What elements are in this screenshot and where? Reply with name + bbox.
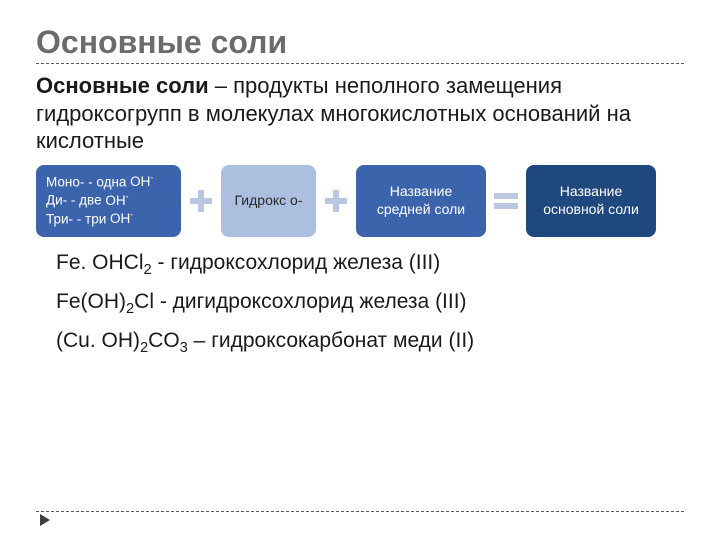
- prefix-l3: Три- - три: [46, 211, 110, 226]
- footer-divider: [36, 511, 684, 512]
- slide-title: Основные соли: [36, 24, 684, 64]
- hydroxo-box: Гидрокс о-: [221, 165, 316, 237]
- ex1-f: Fe. OHCl: [56, 251, 144, 274]
- plus-icon: [322, 187, 350, 215]
- prefix-oh2: OH: [105, 193, 125, 208]
- corner-icon: [40, 514, 50, 526]
- ex1-s1: 2: [144, 262, 152, 278]
- ex2-f: Fe(OH): [56, 290, 126, 313]
- equals-icon: [492, 190, 520, 212]
- ex3-m: CO: [148, 329, 180, 352]
- definition-text: Основные соли – продукты неполного замещ…: [36, 72, 684, 155]
- ex3-f: (Cu. OH): [56, 329, 140, 352]
- definition-bold: Основные соли: [36, 73, 209, 98]
- ex3-s1: 2: [140, 340, 148, 356]
- prefix-sup3: -: [130, 210, 133, 220]
- ex3-r: – гидроксокарбонат меди (II): [188, 329, 474, 352]
- ex3-s2: 3: [180, 340, 188, 356]
- result-box: Название основной соли: [526, 165, 656, 237]
- prefix-box: Моно- - одна OH- Ди- - две OH- Три- - тр…: [36, 165, 181, 237]
- ex2-s1: 2: [126, 301, 134, 317]
- plus-icon: [187, 187, 215, 215]
- ex2-r: Cl - дигидроксохлорид железа (III): [134, 290, 466, 313]
- example-2: Fe(OH)2Cl - дигидроксохлорид железа (III…: [56, 288, 684, 319]
- prefix-l1: Моно- - одна: [46, 174, 130, 189]
- prefix-l2: Ди- - две: [46, 193, 105, 208]
- naming-flow: Моно- - одна OH- Ди- - две OH- Три- - тр…: [36, 165, 684, 237]
- examples: Fe. OHCl2 - гидроксохлорид железа (III) …: [36, 249, 684, 359]
- example-3: (Cu. OH)2CO3 – гидроксокарбонат меди (II…: [56, 327, 684, 358]
- prefix-oh3: OH: [110, 211, 130, 226]
- prefix-oh1: OH: [130, 174, 150, 189]
- prefix-sup2: -: [126, 191, 129, 201]
- ex1-r: - гидроксохлорид железа (III): [152, 251, 441, 274]
- middle-salt-box: Название средней соли: [356, 165, 486, 237]
- example-1: Fe. OHCl2 - гидроксохлорид железа (III): [56, 249, 684, 280]
- prefix-sup1: -: [150, 173, 153, 183]
